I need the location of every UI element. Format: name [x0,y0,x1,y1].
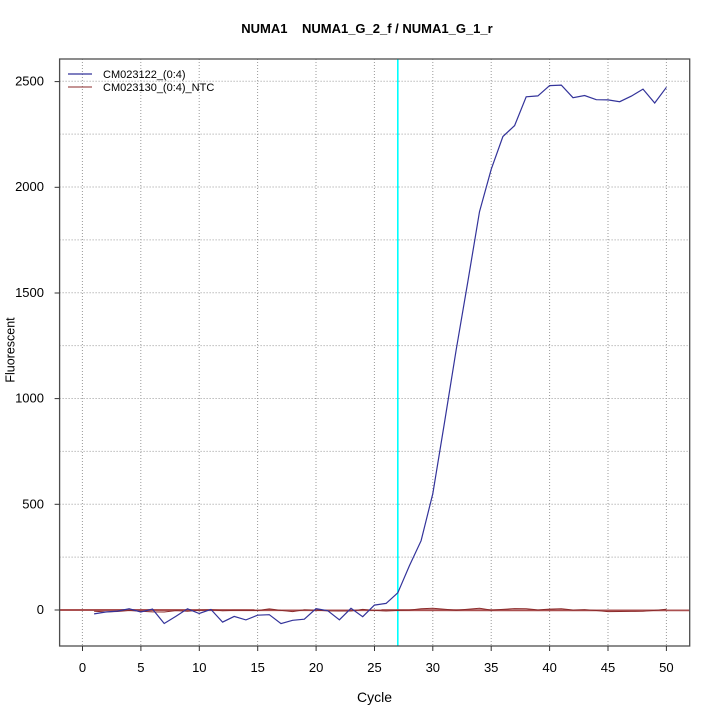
svg-text:CM023122_(0:4): CM023122_(0:4) [103,69,186,81]
svg-text:15: 15 [250,660,264,675]
svg-text:5: 5 [137,660,144,675]
svg-text:Fluorescent: Fluorescent [4,317,18,383]
svg-text:30: 30 [426,660,440,675]
svg-text:20: 20 [309,660,323,675]
svg-text:2000: 2000 [15,179,44,194]
svg-text:0: 0 [79,660,86,675]
svg-text:2500: 2500 [15,73,44,88]
svg-text:40: 40 [542,660,556,675]
svg-text:1000: 1000 [15,391,44,406]
svg-text:45: 45 [601,660,615,675]
svg-text:10: 10 [192,660,206,675]
svg-text:50: 50 [659,660,673,675]
svg-text:0: 0 [37,602,44,617]
svg-text:Cycle: Cycle [357,689,392,705]
svg-text:500: 500 [22,496,44,511]
svg-text:25: 25 [367,660,381,675]
svg-text:1500: 1500 [15,285,44,300]
svg-text:CM023130_(0:4)_NTC: CM023130_(0:4)_NTC [103,82,214,94]
svg-text:35: 35 [484,660,498,675]
